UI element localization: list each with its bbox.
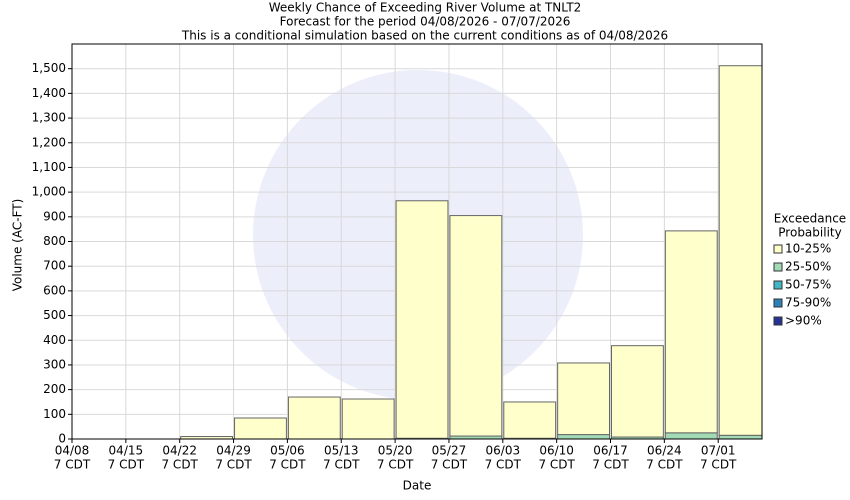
x-tick-sublabel: 7 CDT [108, 458, 145, 472]
x-tick-sublabel: 7 CDT [431, 458, 468, 472]
y-tick-label: 1,000 [32, 185, 66, 199]
bar-segment [718, 434, 763, 440]
y-tick-label: 400 [43, 333, 66, 347]
x-tick-label: 05/13 [324, 444, 359, 458]
bar-segment [503, 401, 557, 439]
legend-swatch [773, 280, 783, 290]
bar-segment [611, 345, 664, 438]
x-tick-sublabel: 7 CDT [538, 458, 575, 472]
x-tick-label: 05/27 [432, 444, 467, 458]
x-tick-label: 05/06 [270, 444, 305, 458]
legend-label: >90% [785, 314, 822, 328]
x-tick-sublabel: 7 CDT [161, 458, 198, 472]
bar-segment [557, 362, 611, 436]
x-axis-label: Date [403, 479, 432, 493]
legend-label: 10-25% [785, 242, 831, 256]
bar-segment [664, 432, 718, 440]
bar-segment [287, 396, 341, 440]
y-tick-label: 0 [58, 432, 66, 446]
x-tick-sublabel: 7 CDT [592, 458, 629, 472]
x-tick-label: 06/03 [486, 444, 521, 458]
y-tick-label: 1,300 [32, 111, 66, 125]
x-tick-sublabel: 7 CDT [377, 458, 414, 472]
legend-swatch [773, 298, 783, 308]
y-axis-label: Volume (AC-FT) [11, 199, 25, 292]
x-tick-label: 04/15 [109, 444, 144, 458]
x-tick-label: 04/22 [162, 444, 197, 458]
bar-segment [557, 434, 611, 440]
x-tick-label: 06/17 [593, 444, 628, 458]
y-tick-label: 700 [43, 259, 66, 273]
y-tick-label: 100 [43, 407, 66, 421]
plot-frame [71, 43, 763, 440]
y-tick-label: 600 [43, 283, 66, 297]
x-tick-label: 06/24 [647, 444, 682, 458]
x-tick-sublabel: 7 CDT [485, 458, 522, 472]
bar-segment [395, 200, 449, 439]
x-tick-label: 06/10 [539, 444, 574, 458]
legend-title: Probability [778, 226, 841, 240]
x-tick-label: 07/01 [701, 444, 736, 458]
y-tick-label: 800 [43, 234, 66, 248]
bar-segment [234, 417, 287, 440]
y-tick-label: 300 [43, 357, 66, 371]
legend-label: 50-75% [785, 278, 831, 292]
bar-segment [664, 230, 718, 434]
y-tick-label: 1,500 [32, 61, 66, 75]
legend-title: Exceedance [774, 212, 846, 226]
x-tick-sublabel: 7 CDT [54, 458, 91, 472]
legend-swatch [773, 244, 783, 254]
x-tick-sublabel: 7 CDT [323, 458, 360, 472]
bar-segment [341, 398, 395, 440]
x-tick-label: 04/29 [216, 444, 251, 458]
x-tick-sublabel: 7 CDT [646, 458, 683, 472]
x-tick-sublabel: 7 CDT [269, 458, 306, 472]
chart-subtitle: This is a conditional simulation based o… [181, 29, 668, 43]
y-tick-label: 500 [43, 308, 66, 322]
legend-label: 25-50% [785, 260, 831, 274]
bar-segment [718, 65, 763, 436]
y-tick-label: 900 [43, 209, 66, 223]
chart-subtitle: Forecast for the period 04/08/2026 - 07/… [280, 15, 571, 29]
x-tick-sublabel: 7 CDT [700, 458, 737, 472]
legend-swatch [773, 262, 783, 272]
y-tick-label: 1,200 [32, 135, 66, 149]
x-tick-label: 04/08 [55, 444, 90, 458]
y-tick-label: 1,100 [32, 160, 66, 174]
y-tick-label: 1,400 [32, 86, 66, 100]
legend-label: 75-90% [785, 296, 831, 310]
legend-swatch [773, 316, 783, 326]
chart-title: Weekly Chance of Exceeding River Volume … [269, 1, 582, 15]
bar-segment [449, 215, 503, 437]
x-tick-sublabel: 7 CDT [215, 458, 252, 472]
x-tick-label: 05/20 [378, 444, 413, 458]
y-tick-label: 200 [43, 382, 66, 396]
